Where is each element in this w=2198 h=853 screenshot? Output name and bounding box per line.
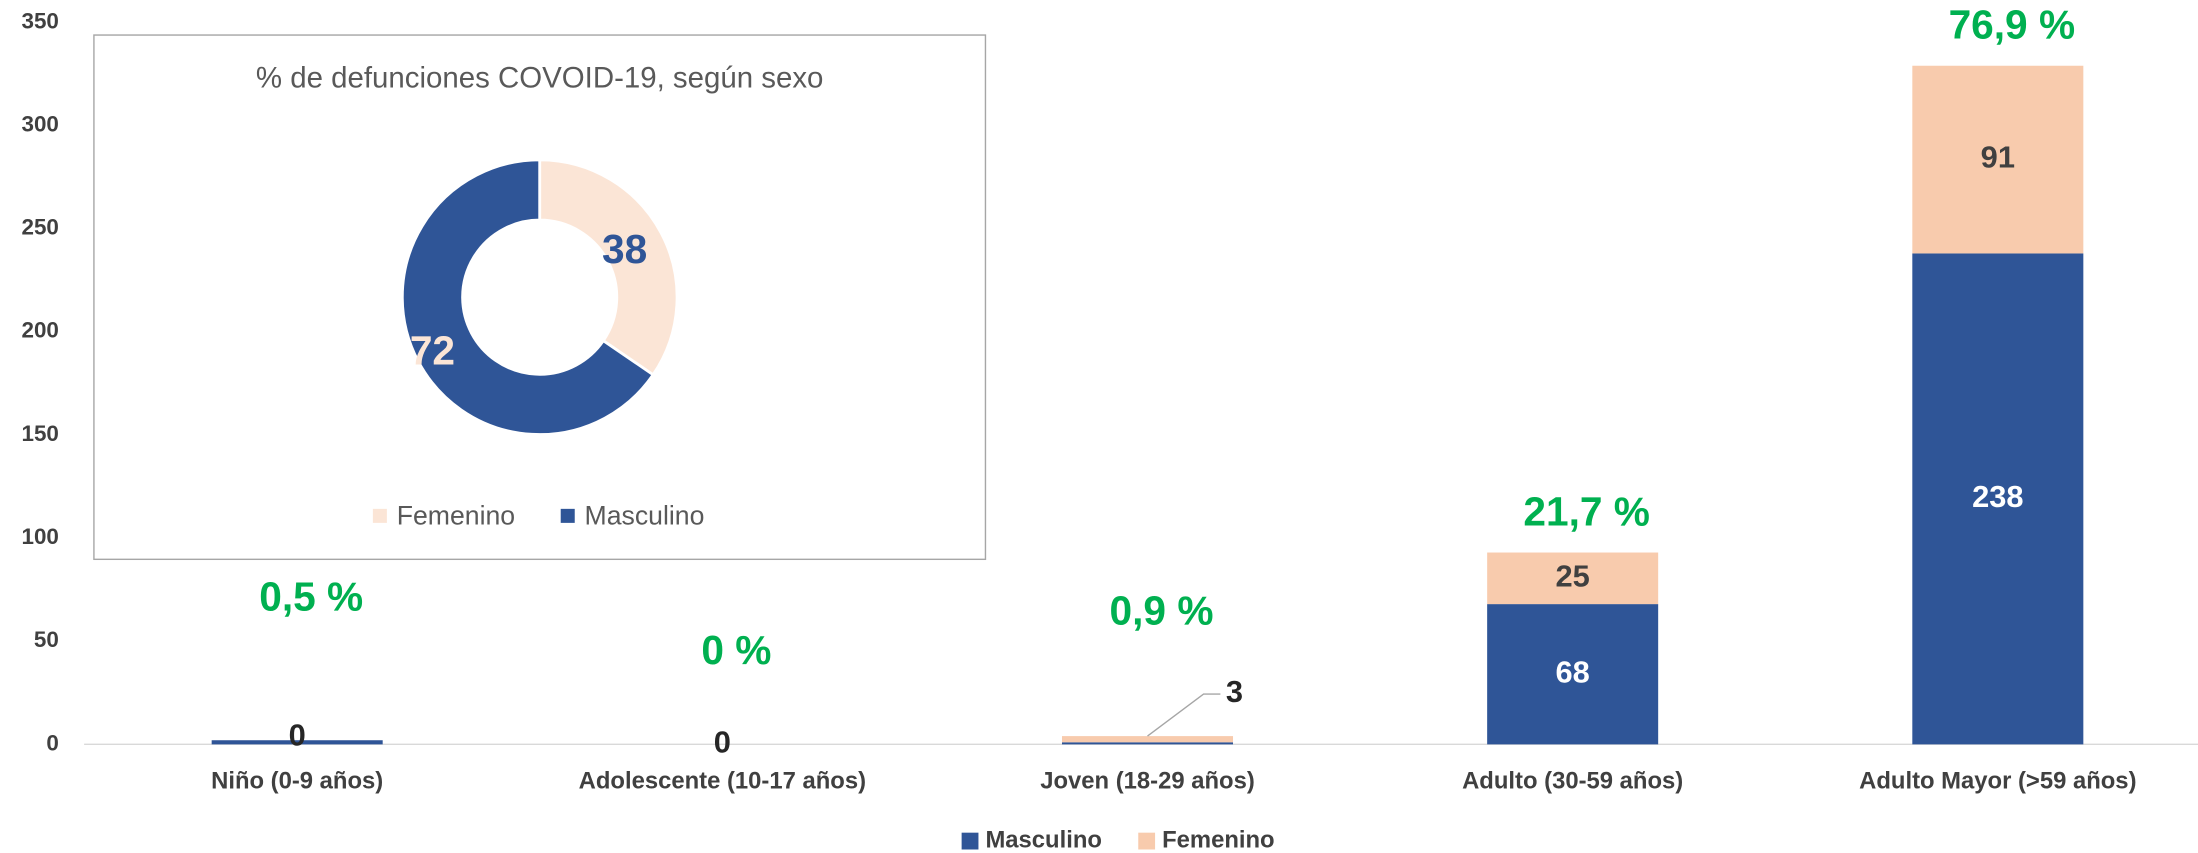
bar-segment <box>1487 552 1659 605</box>
y-tick-label: 250 <box>21 215 58 240</box>
slice-label: 72 <box>410 328 455 374</box>
data-label: 3 <box>1226 674 1243 709</box>
y-tick-label: 150 <box>21 421 58 446</box>
total-label: 0,9 % <box>1110 588 1214 634</box>
data-label: 238 <box>1972 479 2023 514</box>
total-label: 76,9 % <box>1949 2 2076 48</box>
y-tick-label: 100 <box>21 524 58 549</box>
legend-swatch <box>372 508 387 523</box>
legend-label: Masculino <box>985 826 1102 853</box>
bar-segment <box>1487 604 1659 745</box>
data-label: 68 <box>1556 654 1590 689</box>
data-label: 0 <box>289 718 306 753</box>
legend-label: Femenino <box>1162 826 1275 853</box>
donut-slice <box>400 158 656 436</box>
slice-label: 38 <box>602 226 647 272</box>
legend-label: Femenino <box>397 500 515 530</box>
data-label: 0 <box>714 725 731 760</box>
bar-segment <box>1061 742 1234 745</box>
donut-slice <box>538 158 679 377</box>
bar-segment <box>1912 65 2084 254</box>
bar-segment <box>211 740 383 745</box>
legend-label: Masculino <box>585 500 705 530</box>
x-tick-label: Niño (0-9 años) <box>211 768 383 795</box>
x-tick-label: Adolescente (10-17 años) <box>579 768 866 795</box>
leader-line <box>1147 693 1221 737</box>
inset-title: % de defunciones COVOID-19, según sexo <box>256 62 824 95</box>
y-tick-label: 300 <box>21 111 58 136</box>
total-label: 0 % <box>701 627 771 673</box>
legend-swatch <box>1138 832 1156 850</box>
y-tick-label: 200 <box>21 318 58 343</box>
y-tick-label: 350 <box>21 8 58 33</box>
y-tick-label: 0 <box>46 730 58 755</box>
x-tick-label: Joven (18-29 años) <box>1040 768 1255 795</box>
inset-frame <box>93 34 987 561</box>
legend-swatch <box>961 832 979 850</box>
data-label: 25 <box>1556 558 1590 593</box>
legend-swatch <box>560 508 575 523</box>
x-tick-label: Adulto (30-59 años) <box>1462 768 1683 795</box>
data-label: 91 <box>1981 140 2015 175</box>
total-label: 21,7 % <box>1523 488 1650 534</box>
y-tick-label: 50 <box>34 627 59 652</box>
total-label: 0,5 % <box>259 574 363 620</box>
x-tick-label: Adulto Mayor (>59 años) <box>1859 768 2136 795</box>
bar-segment <box>1061 736 1234 743</box>
bar-segment <box>1912 253 2084 745</box>
